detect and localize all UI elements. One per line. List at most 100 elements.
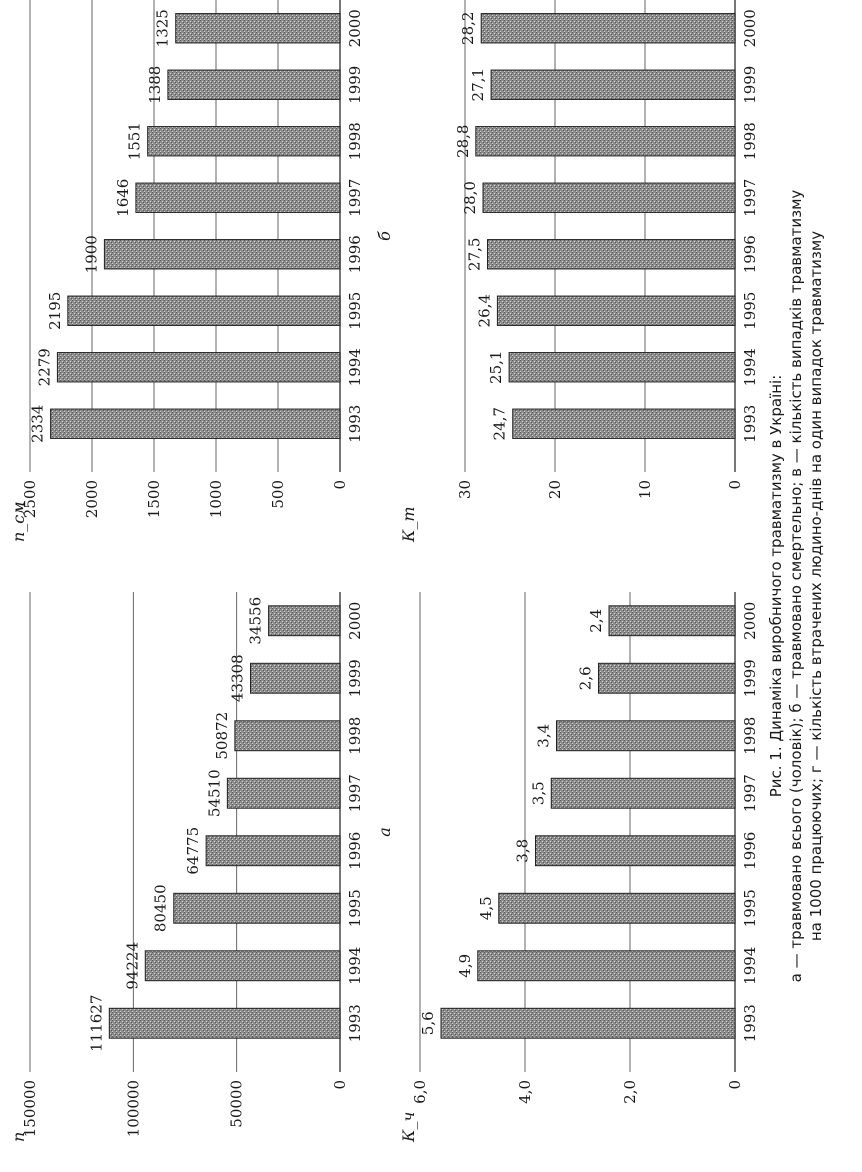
data-label-2000: 34556 (247, 597, 265, 645)
x-tick-label-1998: 1998 (346, 717, 364, 755)
x-tick-label-1997: 1997 (741, 179, 759, 217)
caption-line-1: а — травмовано всього (чоловік); б — тра… (787, 189, 805, 983)
data-label-1999: 27,1 (469, 68, 487, 101)
x-tick-label-2000: 2000 (741, 602, 759, 640)
data-label-1993: 2334 (29, 405, 47, 443)
bar-1994 (508, 352, 736, 383)
data-label-1996: 27,5 (466, 238, 484, 271)
y-tick-label: 0 (726, 1080, 744, 1090)
x-tick-label-2000: 2000 (741, 9, 759, 47)
x-tick-label-1997: 1997 (346, 774, 364, 812)
bar-1993 (440, 1007, 736, 1039)
bar-1994 (144, 950, 341, 982)
x-tick-label-2000: 2000 (346, 9, 364, 47)
bar-1995 (67, 295, 341, 326)
y-tick-label: 2,0 (621, 1080, 639, 1104)
data-label-1995: 2195 (46, 292, 64, 330)
y-tick-label: 6,0 (411, 1080, 429, 1104)
bar-1997 (482, 182, 736, 213)
bar-1995 (496, 295, 736, 326)
figure-caption: Рис. 1. Динаміка виробничого травматизму… (766, 0, 826, 1172)
y-tick-label: 1500 (145, 480, 163, 518)
data-label-1999: 43308 (228, 654, 246, 702)
y-tick-label: 500 (269, 480, 287, 509)
bar-2000 (268, 605, 341, 637)
x-tick-label-1996: 1996 (346, 832, 364, 870)
bar-1998 (234, 720, 341, 752)
x-tick-label-1994: 1994 (741, 348, 759, 386)
y-tick-label: 2500 (21, 480, 39, 518)
bar-1996 (103, 239, 341, 270)
x-tick-label-1995: 1995 (346, 889, 364, 927)
data-label-1994: 94224 (123, 942, 141, 990)
bar-1994 (477, 950, 736, 982)
data-label-1996: 1900 (82, 235, 100, 273)
y-tick-label: 0 (726, 480, 744, 490)
y-tick-label: 0 (331, 480, 349, 490)
data-label-1997: 28,0 (461, 181, 479, 214)
panel-label: б (375, 231, 394, 241)
panel-v: 0 2,0 4,0 6,0 К_ч 5,6 1993 4,9 1994 4,5 1995 3,8 199… (399, 592, 789, 1143)
y-tick-label: 150000 (21, 1080, 39, 1137)
bar-1998 (475, 126, 736, 157)
data-label-1995: 4,5 (477, 896, 495, 920)
data-label-1995: 26,4 (475, 294, 493, 327)
bar-1996 (535, 835, 736, 867)
data-label-1999: 1388 (146, 66, 164, 104)
data-label-1994: 2279 (35, 348, 53, 386)
data-label-1993: 111627 (87, 995, 105, 1052)
data-label-1998: 3,4 (535, 724, 553, 748)
data-label-1997: 1646 (114, 179, 132, 217)
bar-1995 (173, 892, 341, 924)
caption-title: Рис. 1. Динаміка виробничого травматизму… (767, 374, 785, 798)
data-label-1999: 2,6 (577, 666, 595, 690)
x-tick-label-1999: 1999 (346, 66, 364, 104)
bar-1993 (512, 408, 736, 439)
bar-1999 (490, 69, 736, 100)
bar-2000 (480, 13, 736, 44)
y-axis-label: n_см (9, 501, 28, 542)
data-label-1993: 24,7 (491, 407, 509, 440)
data-label-1996: 64775 (184, 827, 202, 875)
x-tick-label-1994: 1994 (346, 947, 364, 985)
x-tick-label-1995: 1995 (741, 889, 759, 927)
bar-1996 (205, 835, 341, 867)
y-tick-label: 2000 (83, 480, 101, 518)
x-tick-label-1994: 1994 (741, 947, 759, 985)
bar-2000 (175, 13, 341, 44)
bar-1997 (135, 182, 341, 213)
bar-1994 (56, 352, 341, 383)
y-tick-label: 20 (546, 480, 564, 499)
data-label-1998: 28,8 (454, 125, 472, 158)
y-tick-label: 0 (331, 1080, 349, 1090)
y-axis-label: К_ч (399, 1112, 418, 1143)
x-tick-label-1998: 1998 (741, 122, 759, 160)
x-tick-label-1995: 1995 (346, 292, 364, 330)
data-label-1997: 54510 (205, 769, 223, 817)
x-tick-label-1996: 1996 (346, 235, 364, 273)
y-tick-label: 10 (636, 480, 654, 499)
data-label-1994: 25,1 (487, 351, 505, 384)
x-tick-label-1994: 1994 (346, 348, 364, 386)
x-tick-label-1993: 1993 (346, 405, 364, 443)
data-label-2000: 1325 (154, 9, 172, 47)
x-tick-label-1999: 1999 (741, 66, 759, 104)
bar-1996 (487, 239, 736, 270)
panel-g: 0 10 20 30 К_т 24,7 1993 25,1 1994 26,4 1995 27,5 19… (399, 0, 789, 543)
bar-1993 (50, 408, 341, 439)
data-label-2000: 2,4 (587, 609, 605, 633)
data-label-1997: 3,5 (529, 781, 547, 805)
bar-1998 (147, 126, 341, 157)
y-tick-label: 100000 (124, 1080, 142, 1137)
y-axis-label: К_т (399, 506, 418, 543)
y-axis-label: n (9, 1132, 28, 1142)
data-label-1998: 1551 (126, 122, 144, 160)
x-tick-label-1996: 1996 (741, 235, 759, 273)
x-tick-label-1998: 1998 (346, 122, 364, 160)
x-tick-label-1993: 1993 (741, 1004, 759, 1042)
y-tick-label: 30 (456, 480, 474, 499)
